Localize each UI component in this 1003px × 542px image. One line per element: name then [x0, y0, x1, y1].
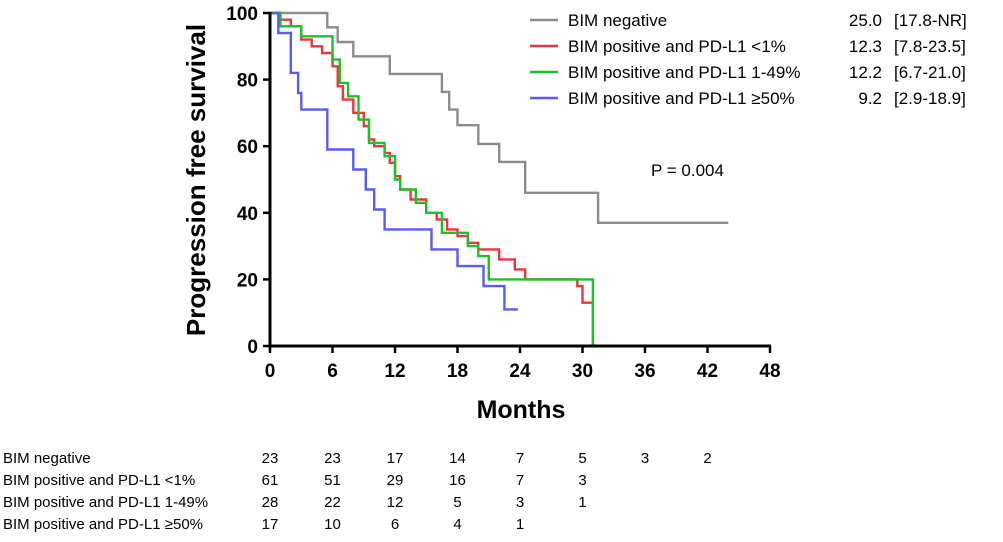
survival-curves: [270, 11, 729, 346]
y-tick-label: 60: [237, 137, 258, 158]
y-tick-label: 100: [226, 4, 258, 25]
legend-ci: [6.7-21.0]: [894, 63, 966, 82]
risk-count: 3: [641, 450, 649, 467]
risk-count: 17: [262, 516, 279, 533]
series-line-1: [270, 11, 729, 225]
y-axis-title: Progression free survival: [181, 24, 211, 336]
legend-label: BIM negative: [568, 11, 667, 30]
risk-count: 3: [516, 494, 524, 511]
risk-count: 7: [516, 472, 524, 489]
risk-count: 10: [324, 516, 341, 533]
series-line-3: [270, 11, 595, 346]
y-tick-label: 20: [237, 270, 258, 291]
x-tick-label: 30: [572, 361, 593, 382]
y-tick-label: 40: [237, 204, 258, 225]
risk-count: 28: [262, 494, 279, 511]
risk-count: 12: [387, 494, 404, 511]
risk-row-label: BIM positive and PD-L1 <1%: [3, 472, 195, 489]
risk-row-label: BIM positive and PD-L1 ≥50%: [3, 516, 203, 533]
risk-count: 51: [324, 472, 341, 489]
x-tick-label: 0: [265, 361, 276, 382]
risk-count: 4: [453, 516, 461, 533]
risk-count: 5: [578, 450, 586, 467]
risk-count: 1: [516, 516, 524, 533]
y-tick-label: 0: [247, 337, 258, 358]
x-tick-label: 18: [447, 361, 468, 382]
legend-label: BIM positive and PD-L1 <1%: [568, 37, 786, 56]
x-tick-label: 48: [759, 361, 780, 382]
risk-count: 29: [387, 472, 404, 489]
x-tick-label: 36: [634, 361, 655, 382]
risk-count: 22: [324, 494, 341, 511]
p-value-annotation: P = 0.004: [651, 161, 724, 180]
risk-count: 6: [391, 516, 399, 533]
legend-ci: [7.8-23.5]: [894, 37, 966, 56]
risk-row-label: BIM positive and PD-L1 1-49%: [3, 494, 208, 511]
legend-median: 25.0: [849, 11, 882, 30]
risk-count: 14: [449, 450, 466, 467]
x-tick-label: 12: [384, 361, 405, 382]
risk-count: 23: [324, 450, 341, 467]
legend-label: BIM positive and PD-L1 1-49%: [568, 63, 800, 82]
legend-median: 12.2: [849, 63, 882, 82]
legend-median: 9.2: [858, 89, 882, 108]
x-axis-title: Months: [477, 396, 566, 424]
x-tick-label: 42: [697, 361, 718, 382]
series-line-4: [270, 11, 518, 311]
risk-count: 7: [516, 450, 524, 467]
risk-count: 1: [578, 494, 586, 511]
series-line-2: [270, 11, 595, 346]
x-tick-label: 24: [509, 361, 531, 382]
risk-count: 5: [453, 494, 461, 511]
legend-ci: [17.8-NR]: [894, 11, 967, 30]
risk-row-label: BIM negative: [3, 450, 91, 467]
risk-count: 23: [262, 450, 279, 467]
risk-count: 3: [578, 472, 586, 489]
legend-label: BIM positive and PD-L1 ≥50%: [568, 89, 795, 108]
legend: BIM negative 25.0 [17.8-NR] BIM positive an…: [530, 11, 967, 108]
risk-count: 17: [387, 450, 404, 467]
legend-ci: [2.9-18.9]: [894, 89, 966, 108]
risk-count: 16: [449, 472, 466, 489]
y-tick-label: 80: [237, 71, 258, 92]
x-tick-label: 6: [327, 361, 338, 382]
legend-median: 12.3: [849, 37, 882, 56]
risk-count: 2: [703, 450, 711, 467]
axis-ticks: 0 6 12 18 24 30 36 42 48 0 20 40 60 80 100: [226, 4, 780, 382]
risk-count: 61: [262, 472, 279, 489]
